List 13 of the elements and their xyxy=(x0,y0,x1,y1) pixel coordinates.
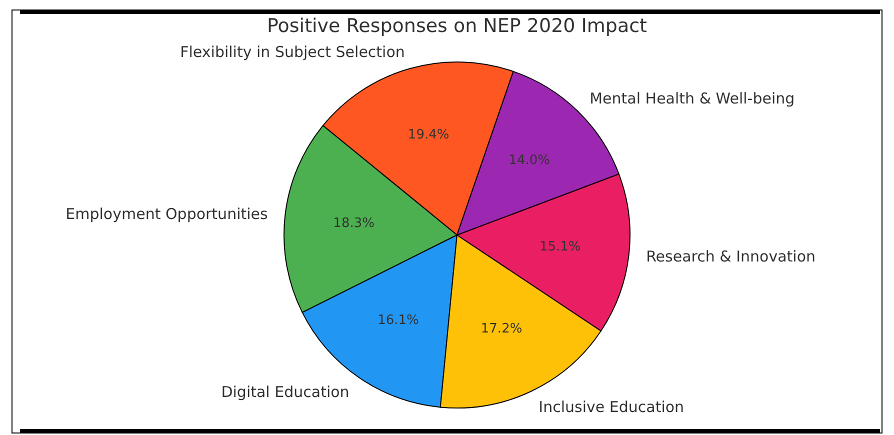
data-label: 18.3% xyxy=(333,216,374,232)
slice-label: Research & Innovation xyxy=(646,248,816,266)
data-label: 17.2% xyxy=(480,321,522,336)
slice-label: Mental Health & Well-being xyxy=(590,90,795,108)
slice-label: Employment Opportunities xyxy=(66,205,268,224)
slice-label: Flexibility in Subject Selection xyxy=(180,42,405,61)
slice-label: Inclusive Education xyxy=(538,398,684,416)
data-label: 19.4% xyxy=(408,128,450,143)
slice-label: Digital Education xyxy=(221,382,350,401)
chart-title: Positive Responses on NEP 2020 Impact xyxy=(267,15,647,37)
data-label: 16.1% xyxy=(378,313,419,328)
data-label: 15.1% xyxy=(539,239,581,254)
data-label: 14.0% xyxy=(508,153,550,168)
